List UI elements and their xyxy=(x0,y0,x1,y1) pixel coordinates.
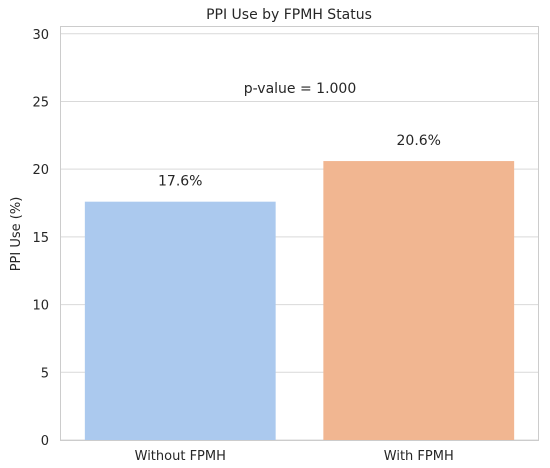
bar-data-label: 20.6% xyxy=(397,133,441,149)
bar xyxy=(84,201,276,440)
x-tick-label: With FPMH xyxy=(384,449,454,464)
y-tick-label: 25 xyxy=(32,95,49,110)
bar-data-labels: 17.6% 20.6% xyxy=(158,133,441,190)
chart-title: PPI Use by FPMH Status xyxy=(206,7,372,23)
bar xyxy=(323,161,515,441)
y-axis-label: PPI Use (%) xyxy=(9,197,24,272)
x-tick-label: Without FPMH xyxy=(135,449,226,464)
y-tick-label: 10 xyxy=(32,299,49,314)
x-axis-ticks: Without FPMH With FPMH xyxy=(135,449,454,464)
bar-data-label: 17.6% xyxy=(158,174,202,190)
plot-frame xyxy=(60,26,539,441)
y-tick-label: 5 xyxy=(41,366,49,381)
y-axis-ticks: 0 5 10 15 20 25 30 xyxy=(32,28,49,449)
p-value-annotation: p-value = 1.000 xyxy=(244,81,357,97)
y-tick-label: 15 xyxy=(32,231,49,246)
y-tick-label: 20 xyxy=(32,163,49,178)
bars xyxy=(84,161,515,441)
y-tick-label: 0 xyxy=(41,434,49,449)
y-tick-label: 30 xyxy=(32,28,49,43)
